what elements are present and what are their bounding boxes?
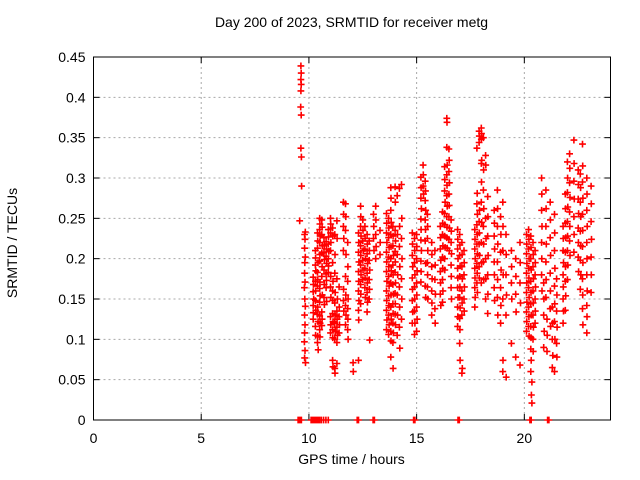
- y-tick-label: 0.15: [58, 291, 85, 307]
- x-tick-label: 0: [90, 430, 98, 446]
- scatter-points: [294, 62, 595, 424]
- grid-lines: [93, 57, 611, 420]
- y-tick-label: 0.35: [58, 130, 85, 146]
- x-axis-label: GPS time / hours: [298, 451, 405, 467]
- x-tick-label: 20: [517, 430, 533, 446]
- y-tick-label: 0.2: [66, 251, 86, 267]
- y-tick-label: 0.3: [66, 170, 86, 186]
- axis-tick-labels: 0 5 10 15 20 0 0.05 0.1 0.15 0.2 0.25 0.3 0.35 0.4 0.4…: [58, 49, 532, 446]
- y-tick-label: 0.1: [66, 331, 86, 347]
- y-axis-label: SRMTID / TECUs: [4, 188, 20, 298]
- plot-border: [93, 56, 611, 421]
- y-tick-label: 0.25: [58, 210, 85, 226]
- x-tick-label: 5: [197, 430, 205, 446]
- x-tick-label: 15: [409, 430, 425, 446]
- axis-ticks: [93, 56, 611, 421]
- x-tick-label: 10: [301, 430, 317, 446]
- y-tick-label: 0: [78, 412, 86, 428]
- chart-title: Day 200 of 2023, SRMTID for receiver met…: [214, 14, 489, 30]
- y-tick-label: 0.45: [58, 49, 85, 65]
- y-tick-label: 0.05: [58, 372, 85, 388]
- y-tick-label: 0.4: [66, 89, 86, 105]
